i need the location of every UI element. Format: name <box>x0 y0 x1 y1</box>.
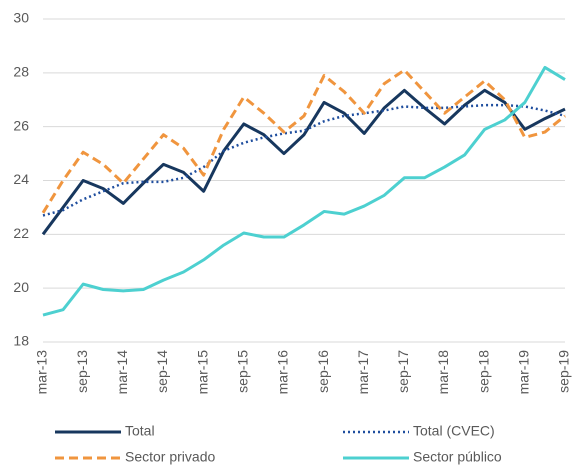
x-tick-label: mar-15 <box>194 350 210 395</box>
series-line <box>42 103 566 217</box>
x-tick-label: mar-13 <box>34 350 50 395</box>
x-tick-label: sep-14 <box>154 350 170 393</box>
x-tick-label: mar-17 <box>355 350 371 395</box>
x-tick-label: sep-19 <box>556 350 572 393</box>
y-tick-label: 30 <box>13 10 29 26</box>
x-tick-label: sep-16 <box>315 350 331 393</box>
y-tick-label: 18 <box>13 333 29 349</box>
y-tick-label: 26 <box>13 117 29 133</box>
x-tick-label: mar-18 <box>435 350 451 395</box>
legend-label: Sector privado <box>125 449 215 465</box>
legend-label: Total <box>125 423 155 439</box>
x-tick-label: sep-18 <box>475 350 491 393</box>
x-tick-label: sep-13 <box>74 350 90 393</box>
series-line <box>41 68 566 214</box>
y-tick-label: 28 <box>13 64 29 80</box>
x-tick-label: sep-17 <box>395 350 411 393</box>
series-line <box>41 88 566 236</box>
legend-label: Total (CVEC) <box>413 423 495 439</box>
series-line <box>42 65 566 317</box>
x-tick-label: mar-16 <box>275 350 291 395</box>
x-tick-label: sep-15 <box>234 350 250 393</box>
y-tick-label: 22 <box>13 225 29 241</box>
x-tick-label: mar-14 <box>114 350 130 395</box>
x-tick-label: mar-19 <box>516 350 532 395</box>
y-tick-label: 24 <box>13 171 29 187</box>
legend-label: Sector público <box>413 449 502 465</box>
y-tick-label: 20 <box>13 279 29 295</box>
